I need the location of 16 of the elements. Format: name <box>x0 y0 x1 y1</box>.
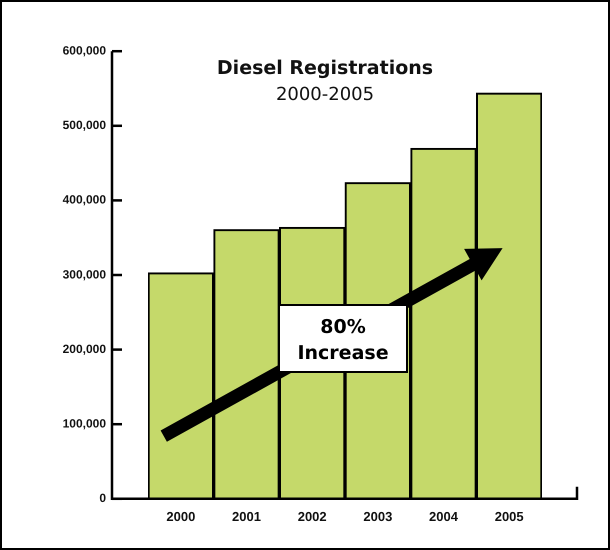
x-tick-label: 2005 <box>494 509 524 524</box>
y-tick-label: 600,000 <box>62 44 106 58</box>
y-tick-label: 200,000 <box>62 342 106 356</box>
chart-title: Diesel Registrations <box>216 57 434 80</box>
y-tick-label: 400,000 <box>62 192 106 207</box>
y-tick-label: 100,000 <box>62 416 106 431</box>
x-tick-label: 2000 <box>166 509 196 524</box>
x-tick-label: 2003 <box>363 509 392 524</box>
text: 2000-2005 <box>276 84 374 105</box>
annotation: 80% Increase <box>278 304 408 374</box>
x-tick-label: 2001 <box>232 509 261 524</box>
y-tick-label: 500,000 <box>62 118 106 132</box>
y-tick-label: 300,000 <box>62 267 106 282</box>
x-tick-label: 2004 <box>429 509 459 524</box>
y-tick-label: 0 <box>99 491 106 506</box>
x-tick-label: 2002 <box>298 509 327 524</box>
